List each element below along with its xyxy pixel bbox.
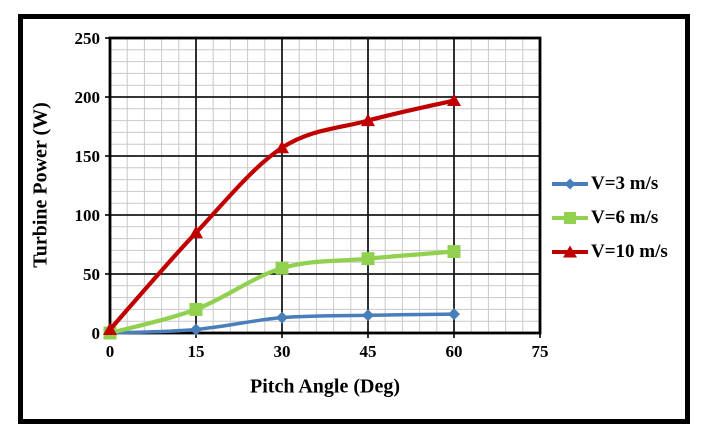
series-marker-0 <box>362 309 374 322</box>
chart-frame: 0 15 30 45 60 75 0 50 100 150 200 250 Turbine Power… <box>18 14 690 424</box>
legend-item-v3: V=3 m/s <box>550 172 668 196</box>
series-marker-1 <box>447 245 461 259</box>
legend-item-v6: V=6 m/s <box>550 206 668 230</box>
x-tick-label: 15 <box>188 342 205 361</box>
series-line-2 <box>107 98 457 332</box>
legend-marker-square-icon <box>552 212 588 224</box>
series-marker-0 <box>276 311 288 324</box>
series-marker-1 <box>189 302 203 316</box>
series-marker-2 <box>361 113 375 127</box>
x-tick-label: 30 <box>274 342 291 361</box>
legend-marker-triangle-icon <box>552 245 588 258</box>
y-tick-label: 150 <box>75 147 101 166</box>
x-tick-label: 0 <box>106 342 115 361</box>
series-marker-2 <box>447 93 461 107</box>
legend: V=3 m/s V=6 m/s V=10 m/s <box>550 172 668 264</box>
series-marker-2 <box>275 140 289 154</box>
series-marker-0 <box>190 323 202 336</box>
y-tick-label: 100 <box>75 206 101 225</box>
y-axis-title: Turbine Power (W) <box>29 102 52 268</box>
legend-marker-diamond-icon <box>552 178 588 190</box>
y-tick-label: 200 <box>75 88 101 107</box>
y-tick-label: 0 <box>92 324 101 343</box>
plot-border <box>108 36 542 335</box>
series-marker-1 <box>275 261 289 275</box>
legend-label-v6: V=6 m/s <box>591 207 659 228</box>
x-tick-label: 60 <box>446 342 463 361</box>
series-marker-2 <box>103 322 117 335</box>
legend-label-v10: V=10 m/s <box>591 241 668 262</box>
legend-label-v3: V=3 m/s <box>591 173 659 194</box>
x-tick-label: 45 <box>360 342 377 361</box>
y-tick-label: 250 <box>75 29 101 48</box>
y-tick-label: 50 <box>83 265 100 284</box>
series-marker-0 <box>448 308 460 321</box>
series-marker-1 <box>361 252 375 266</box>
turbine-power-line-chart: 0 15 30 45 60 75 0 50 100 150 200 250 <box>75 29 549 361</box>
x-tick-label: 75 <box>532 342 549 361</box>
x-axis-title: Pitch Angle (Deg) <box>250 375 400 398</box>
legend-item-v10: V=10 m/s <box>550 240 668 264</box>
series-marker-2 <box>189 225 203 239</box>
